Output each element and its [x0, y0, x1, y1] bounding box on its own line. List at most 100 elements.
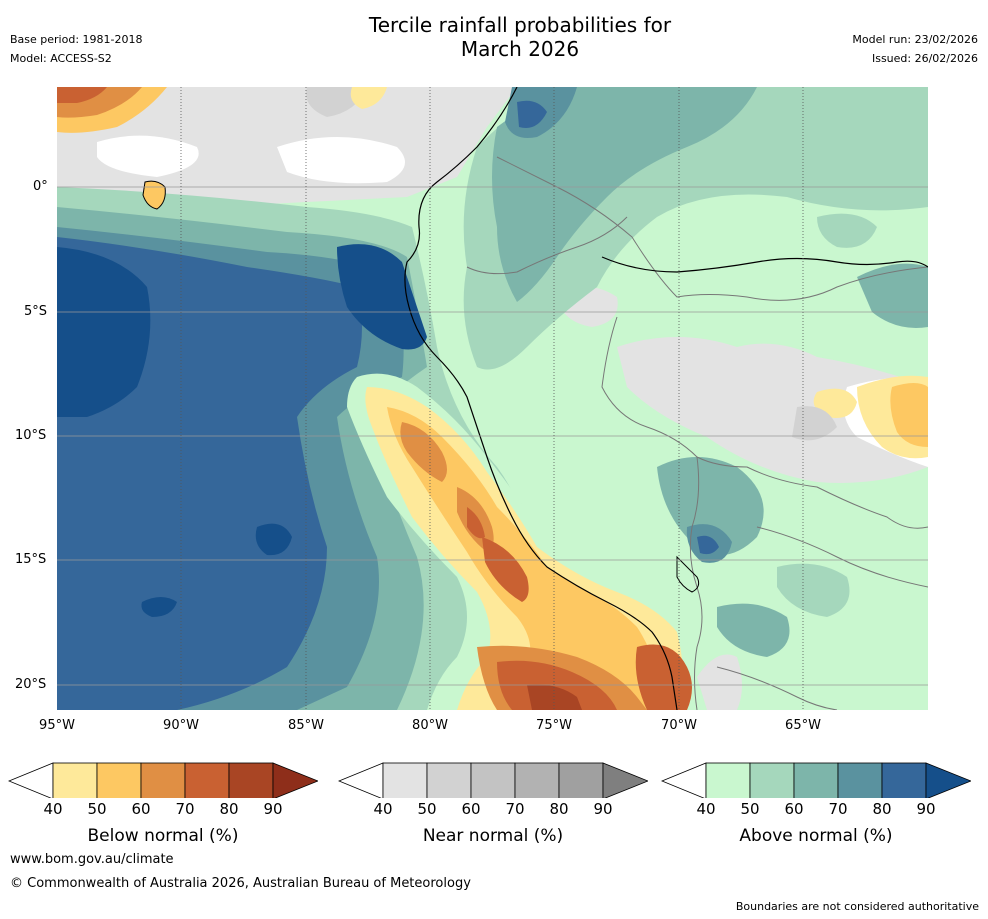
below-colorbar-tick: 90: [263, 800, 283, 818]
no-signal-patch: [277, 137, 405, 184]
lat-label-15s: 15°S: [15, 552, 47, 567]
below-normal-south-70: [497, 660, 617, 710]
near-colorbar-segment: [426, 762, 472, 798]
boundaries-disclaimer: Boundaries are not considered authoritat…: [735, 900, 979, 913]
map-svg: [57, 87, 928, 710]
above-colorbar-tick: 60: [784, 800, 804, 818]
longitude-gridlines: [180, 87, 804, 710]
below-normal-coast-70: [467, 507, 529, 602]
below-colorbar-tick: 80: [219, 800, 239, 818]
near-colorbar-low-extend: [338, 762, 384, 798]
below-normal-south-80: [527, 684, 582, 710]
near-normal-colorbar: [338, 762, 648, 798]
lon-label-65w: 65°W: [785, 718, 821, 733]
model-run: Model run: 23/02/2026: [852, 33, 978, 46]
near-colorbar-segment: [558, 762, 604, 798]
lon-label-75w: 75°W: [536, 718, 572, 733]
above-normal-bolivia-80: [697, 535, 719, 555]
base-period: Base period: 1981-2018: [10, 33, 143, 46]
above-normal-south-50: [777, 563, 850, 617]
below-normal-label: Below normal (%): [87, 826, 239, 846]
model-name: Model: ACCESS-S2: [10, 52, 112, 65]
above-normal-amazon-80: [517, 100, 547, 128]
above-normal-south-60: [717, 603, 790, 657]
above-normal-ocean-90-coast: [337, 244, 427, 350]
website-link[interactable]: www.bom.gov.au/climate: [10, 852, 174, 867]
below-normal-coast-50: [387, 407, 667, 710]
above-colorbar-high-extend: [925, 762, 971, 798]
above-colorbar-tick: 80: [872, 800, 892, 818]
copyright-notice: © Commonwealth of Australia 2026, Austra…: [10, 876, 471, 891]
above-colorbar-segment: [749, 762, 795, 798]
near-colorbar-tick: 50: [417, 800, 437, 818]
near-colorbar-segment: [382, 762, 428, 798]
lon-label-80w: 80°W: [412, 718, 448, 733]
near-colorbar-segment: [514, 762, 560, 798]
below-colorbar-tick: 40: [43, 800, 63, 818]
below-colorbar-segment: [184, 762, 230, 798]
below-colorbar-segment: [52, 762, 98, 798]
above-normal-northeast-50: [817, 213, 877, 248]
above-normal-amazon-60: [492, 87, 757, 302]
above-normal-label: Above normal (%): [739, 826, 893, 846]
near-colorbar-tick: 70: [505, 800, 525, 818]
lat-label-5s: 5°S: [24, 304, 48, 319]
below-colorbar-segment: [228, 762, 274, 798]
near-colorbar-tick: 90: [593, 800, 613, 818]
lat-label-20s: 20°S: [15, 677, 47, 692]
near-colorbar-segment: [470, 762, 516, 798]
coastline: [404, 87, 678, 710]
below-colorbar-tick: 60: [131, 800, 151, 818]
near-colorbar-tick: 40: [373, 800, 393, 818]
below-colorbar-segment: [96, 762, 142, 798]
above-colorbar-segment: [837, 762, 883, 798]
below-colorbar-segment: [140, 762, 186, 798]
below-colorbar-tick: 50: [87, 800, 107, 818]
above-normal-colorbar: [661, 762, 971, 798]
near-colorbar-high-extend: [602, 762, 648, 798]
near-colorbar-tick: 80: [549, 800, 569, 818]
above-colorbar-low-extend: [661, 762, 707, 798]
lon-label-85w: 85°W: [288, 718, 324, 733]
above-colorbar-tick: 40: [696, 800, 716, 818]
above-normal-bolivia-60: [657, 457, 764, 555]
below-colorbar-high-extend: [272, 762, 318, 798]
below-normal-colorbar: [8, 762, 318, 798]
below-colorbar-low-extend: [8, 762, 54, 798]
lon-label-90w: 90°W: [163, 718, 199, 733]
border-bolivia-chile: [716, 666, 838, 710]
no-signal-patch-2: [97, 135, 199, 177]
lon-label-95w: 95°W: [39, 718, 75, 733]
border-peru-bolivia: [689, 456, 703, 710]
below-normal-east-50: [890, 383, 928, 447]
amazon-river: [601, 256, 928, 273]
border-ecuador-peru: [466, 216, 628, 275]
above-colorbar-segment: [881, 762, 927, 798]
border-bolivia-brazil: [756, 526, 928, 588]
below-normal-east-40: [813, 388, 857, 418]
near-normal-inland: [617, 337, 928, 483]
above-colorbar-tick: 50: [740, 800, 760, 818]
below-colorbar-tick: 70: [175, 800, 195, 818]
near-normal-label: Near normal (%): [422, 826, 564, 846]
near-colorbar-tick: 60: [461, 800, 481, 818]
near-normal-south-inland: [697, 654, 742, 710]
lat-label-10s: 10°S: [15, 428, 47, 443]
galapagos-islands: [142, 180, 166, 210]
page-title: Tercile rainfall probabilities for March…: [0, 13, 988, 61]
above-normal-ocean-90-south: [141, 597, 177, 617]
issued-date: Issued: 26/02/2026: [871, 52, 978, 65]
below-normal-nw-70: [57, 87, 107, 103]
lake-titicaca: [676, 555, 700, 593]
probability-map: [57, 87, 928, 710]
title-line-1: Tercile rainfall probabilities for: [368, 13, 672, 37]
above-colorbar-tick: 70: [828, 800, 848, 818]
below-normal-n-40: [350, 87, 387, 109]
above-colorbar-tick: 90: [916, 800, 936, 818]
title-line-2: March 2026: [460, 37, 580, 61]
above-colorbar-segment: [793, 762, 839, 798]
border-peru-brazil: [601, 316, 928, 529]
latitude-gridlines: [57, 186, 928, 686]
lat-label-0: 0°: [33, 179, 48, 194]
above-colorbar-segment: [705, 762, 751, 798]
